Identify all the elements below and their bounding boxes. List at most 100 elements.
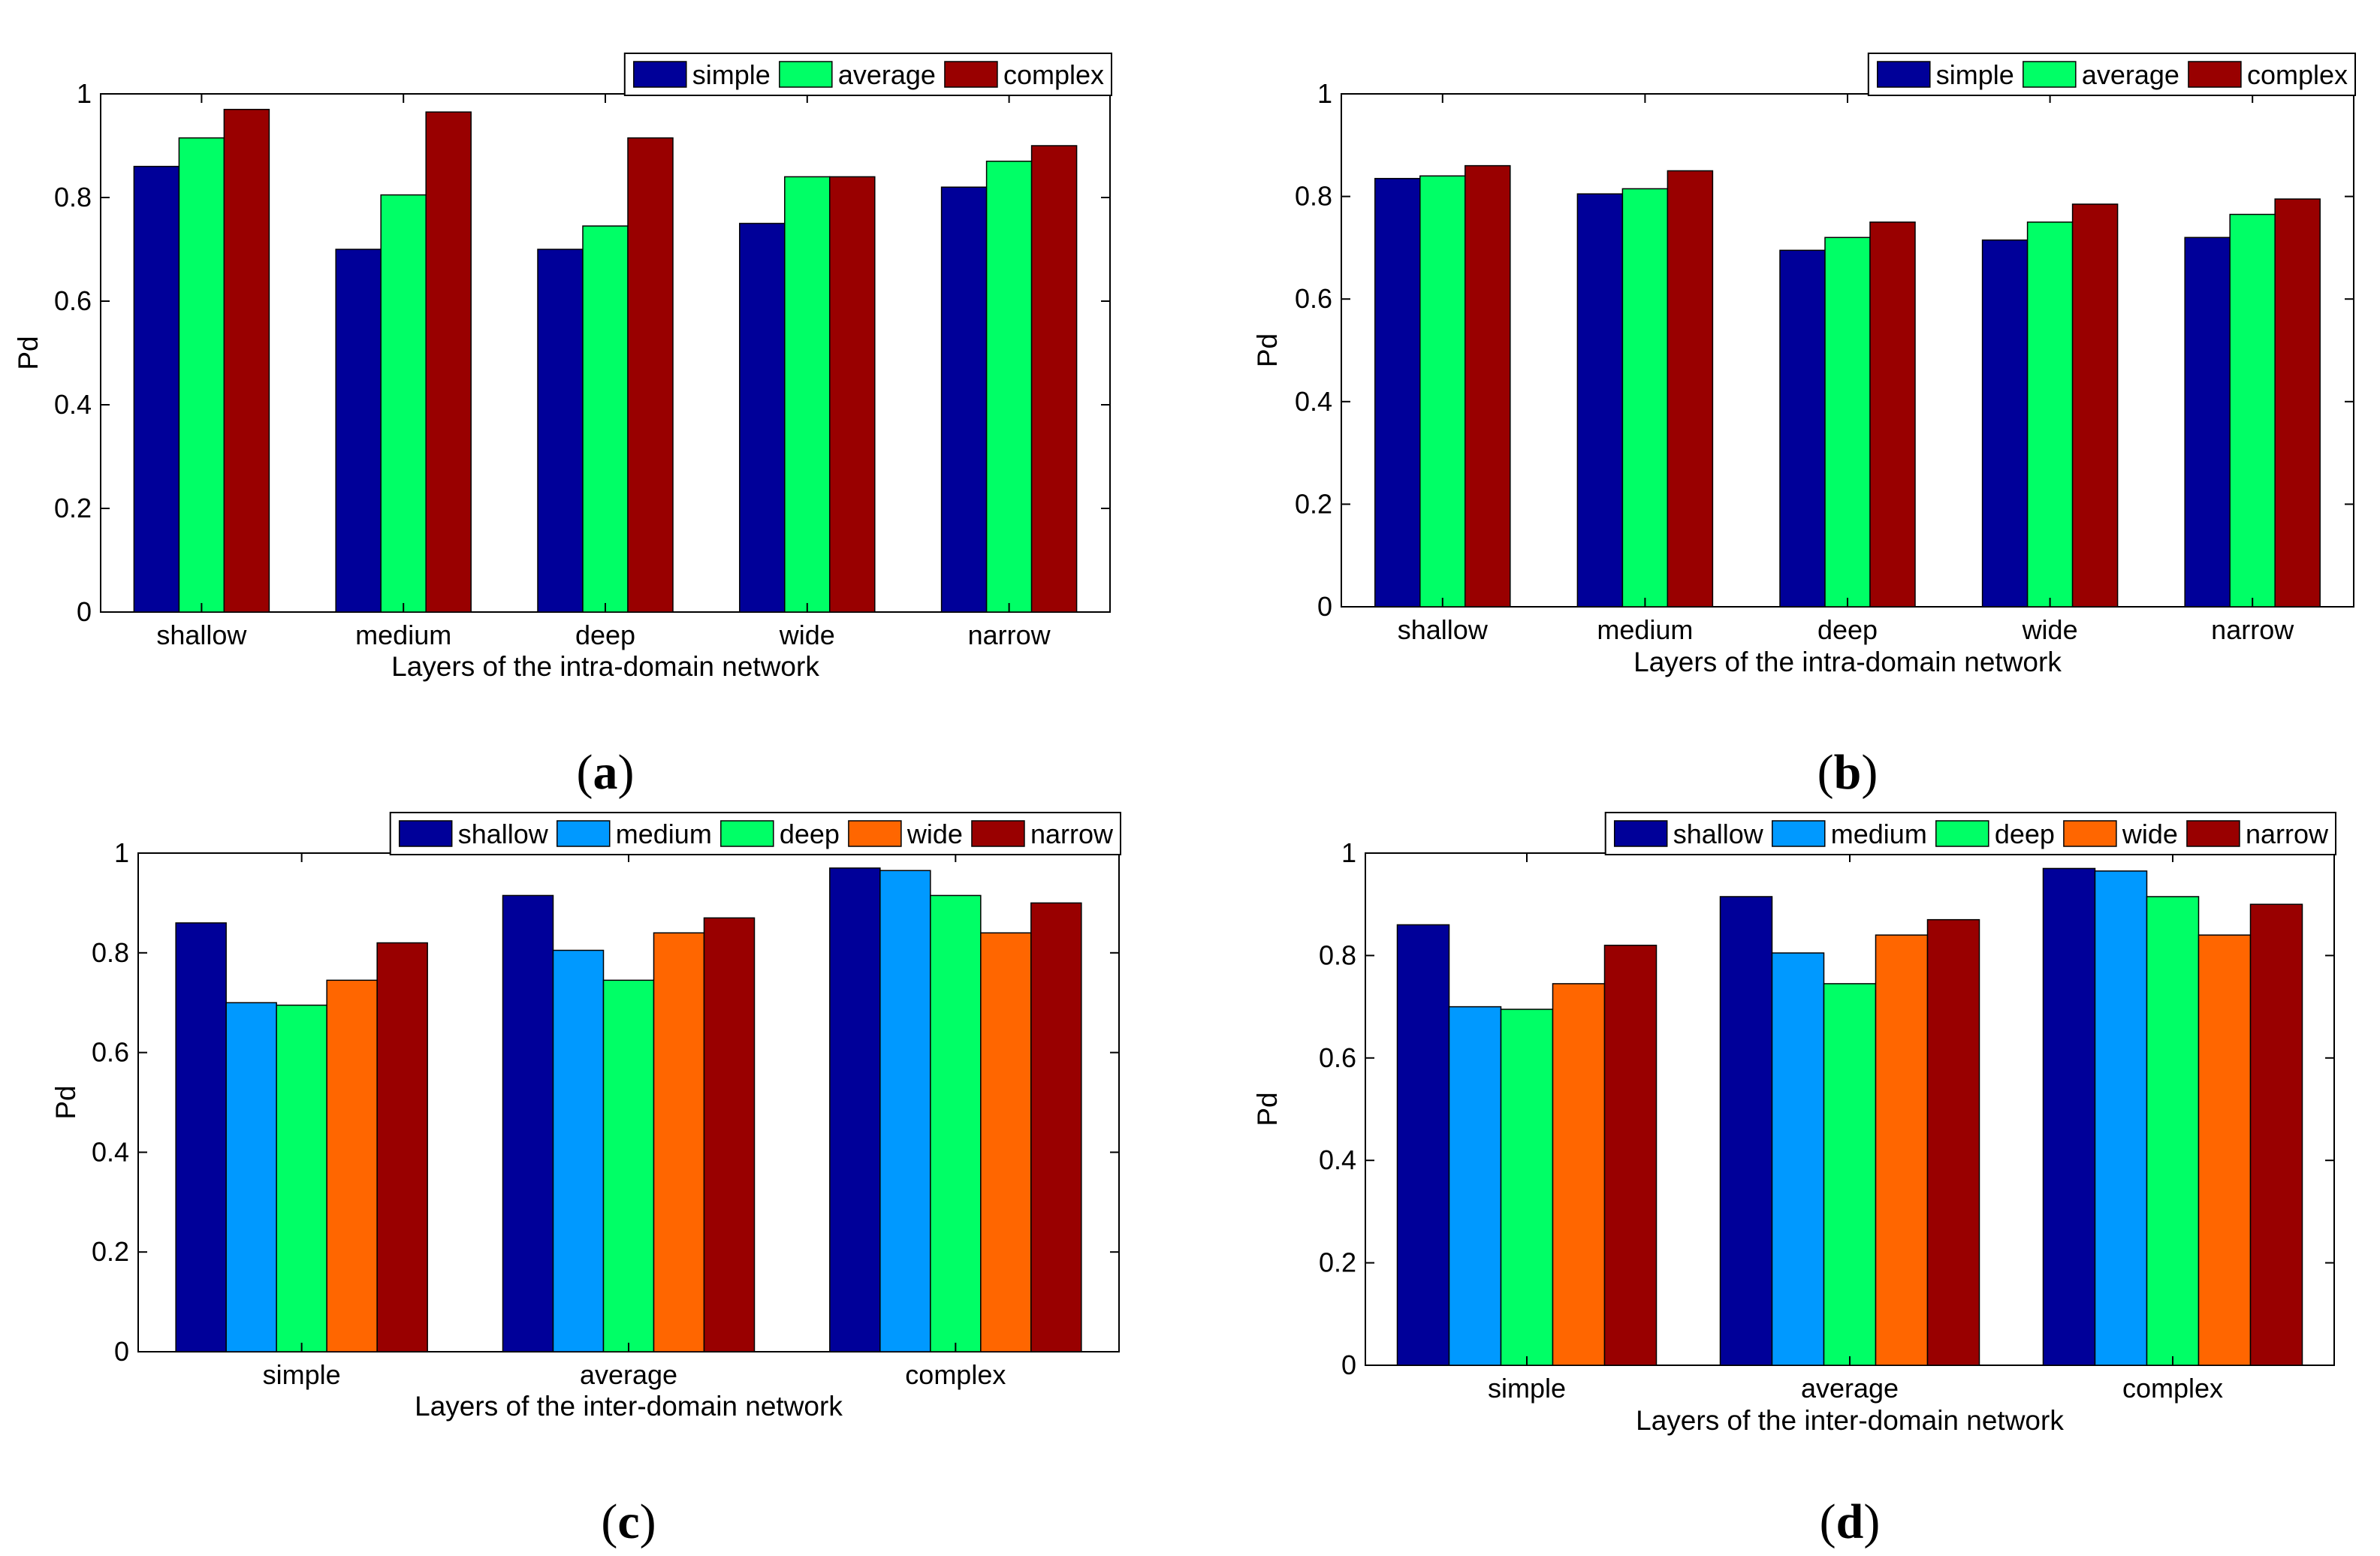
chart-panel-c: simple average complex 0 0.2 0.4 0.6 0.8 1 Layers… [50, 812, 1121, 1549]
legend-label-deep: deep [1995, 819, 2055, 849]
y-tick-label: 1 [114, 837, 129, 868]
bar-simple-wide [1981, 239, 2029, 608]
bar-average-wide [2026, 222, 2074, 608]
bar-average-wide [784, 176, 831, 613]
legend-label-deep: deep [780, 819, 840, 849]
legend-label-average: average [2082, 59, 2179, 90]
legend-swatch-shallow [1613, 820, 1668, 847]
y-tick-label: 0 [1341, 1349, 1356, 1380]
legend-label-medium: medium [1831, 819, 1927, 849]
y-tick-label: 0.4 [92, 1136, 129, 1167]
x-tick-label: simple [263, 1359, 341, 1390]
bar-complex-shallow [223, 108, 270, 613]
bar-shallow-simple [175, 922, 227, 1352]
x-axis-label: Layers of the inter-domain network [415, 1391, 843, 1422]
x-tick-label: complex [2122, 1373, 2223, 1404]
chart-panel-b: shallow medium deep wide narrow 0 0.2 0.4 0.6 0.8… [1252, 53, 2356, 800]
legend-swatch-wide [2063, 820, 2117, 847]
legend-swatch-narrow [971, 820, 1025, 847]
legend-label-narrow: narrow [2246, 819, 2329, 849]
bar-complex-narrow [1030, 145, 1078, 613]
x-tick-label: shallow [1398, 614, 1489, 645]
legend-label-medium: medium [616, 819, 712, 849]
legend-swatch-complex [944, 61, 998, 88]
legend-swatch-simple [1877, 61, 1931, 88]
y-tick-label: 0.4 [54, 389, 92, 420]
legend-swatch-average [2023, 61, 2077, 88]
panel-label: (a) [577, 745, 635, 800]
bar-simple-deep [537, 249, 584, 613]
legend-label-simple: simple [1936, 59, 2014, 90]
y-tick-label: 1 [1317, 78, 1332, 109]
bar-simple-shallow [133, 165, 180, 613]
bar-narrow-simple [376, 942, 428, 1352]
bar-complex-wide [829, 176, 876, 613]
bar-narrow-average [1926, 918, 1980, 1366]
legend-swatch-average [779, 61, 833, 88]
y-tick-label: 0.6 [92, 1037, 129, 1068]
bar-average-deep [1824, 237, 1871, 608]
bar-wide-average [653, 932, 705, 1352]
y-tick-label: 0.2 [1319, 1247, 1356, 1278]
bar-shallow-complex [829, 867, 881, 1352]
bar-simple-narrow [940, 186, 988, 613]
legend-swatch-complex [2188, 61, 2242, 88]
y-tick-label: 0.6 [1319, 1042, 1356, 1073]
bar-medium-complex [2094, 870, 2148, 1366]
bar-narrow-complex [1030, 902, 1082, 1352]
y-axis-label: Pd [50, 1085, 81, 1119]
bar-average-shallow [1419, 175, 1466, 608]
legend-swatch-deep [720, 820, 774, 847]
bar-narrow-simple [1603, 945, 1658, 1366]
chart-panel-a: shallow medium deep wide narrow 0 0.2 0.4 0.6 0.8… [13, 53, 1112, 800]
bar-average-shallow [178, 137, 225, 613]
legend-swatch-simple [633, 61, 687, 88]
legend-label-shallow: shallow [458, 819, 549, 849]
y-tick-label: 0.4 [1295, 386, 1332, 417]
y-tick-label: 0.4 [1319, 1144, 1356, 1175]
y-axis-label: Pd [1252, 333, 1283, 367]
bar-medium-complex [879, 870, 931, 1352]
y-tick-label: 0.8 [1319, 939, 1356, 970]
bar-complex-medium [1667, 170, 1714, 608]
legend: simple average complex [623, 53, 1112, 96]
bar-deep-average [602, 979, 655, 1352]
bar-deep-complex [930, 894, 982, 1352]
bar-medium-average [1771, 952, 1825, 1366]
bar-average-medium [380, 194, 427, 613]
bar-complex-deep [1869, 222, 1916, 608]
legend-label-average: average [838, 59, 936, 90]
legend-label-narrow: narrow [1030, 819, 1114, 849]
bar-wide-complex [980, 932, 1032, 1352]
legend-label-shallow: shallow [1673, 819, 1764, 849]
x-axis-label: Layers of the intra-domain network [391, 651, 819, 682]
x-tick-label: deep [575, 620, 635, 650]
x-tick-label: average [580, 1359, 677, 1390]
legend: shallow medium deep wide narrow [1604, 812, 2336, 855]
x-tick-label: wide [779, 620, 835, 650]
y-tick-label: 0.6 [1295, 283, 1332, 314]
bar-complex-narrow [2274, 198, 2321, 608]
x-axis-label: Layers of the inter-domain network [1636, 1405, 2064, 1436]
bar-wide-simple [326, 979, 378, 1352]
x-tick-label: medium [355, 620, 451, 650]
y-axis-label: Pd [1252, 1092, 1283, 1126]
x-tick-label: complex [905, 1359, 1006, 1390]
legend: simple average complex [1867, 53, 2356, 96]
y-axis-label: Pd [13, 336, 44, 369]
legend-swatch-shallow [398, 820, 453, 847]
bar-complex-medium [425, 111, 472, 613]
y-tick-label: 0.2 [54, 493, 92, 523]
bar-deep-complex [2146, 896, 2200, 1366]
bar-shallow-complex [2042, 867, 2096, 1366]
bar-shallow-simple [1396, 924, 1450, 1366]
panel-label: (d) [1820, 1494, 1881, 1549]
x-tick-label: medium [1597, 614, 1693, 645]
y-tick-label: 0 [77, 596, 92, 627]
y-tick-label: 0.8 [54, 182, 92, 213]
x-tick-label: narrow [968, 620, 1051, 650]
x-tick-label: narrow [2211, 614, 2294, 645]
bar-simple-wide [739, 222, 786, 613]
legend: shallow medium deep wide narrow [389, 812, 1121, 855]
